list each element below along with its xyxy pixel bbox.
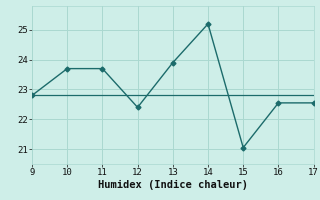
X-axis label: Humidex (Indice chaleur): Humidex (Indice chaleur) bbox=[98, 180, 248, 190]
